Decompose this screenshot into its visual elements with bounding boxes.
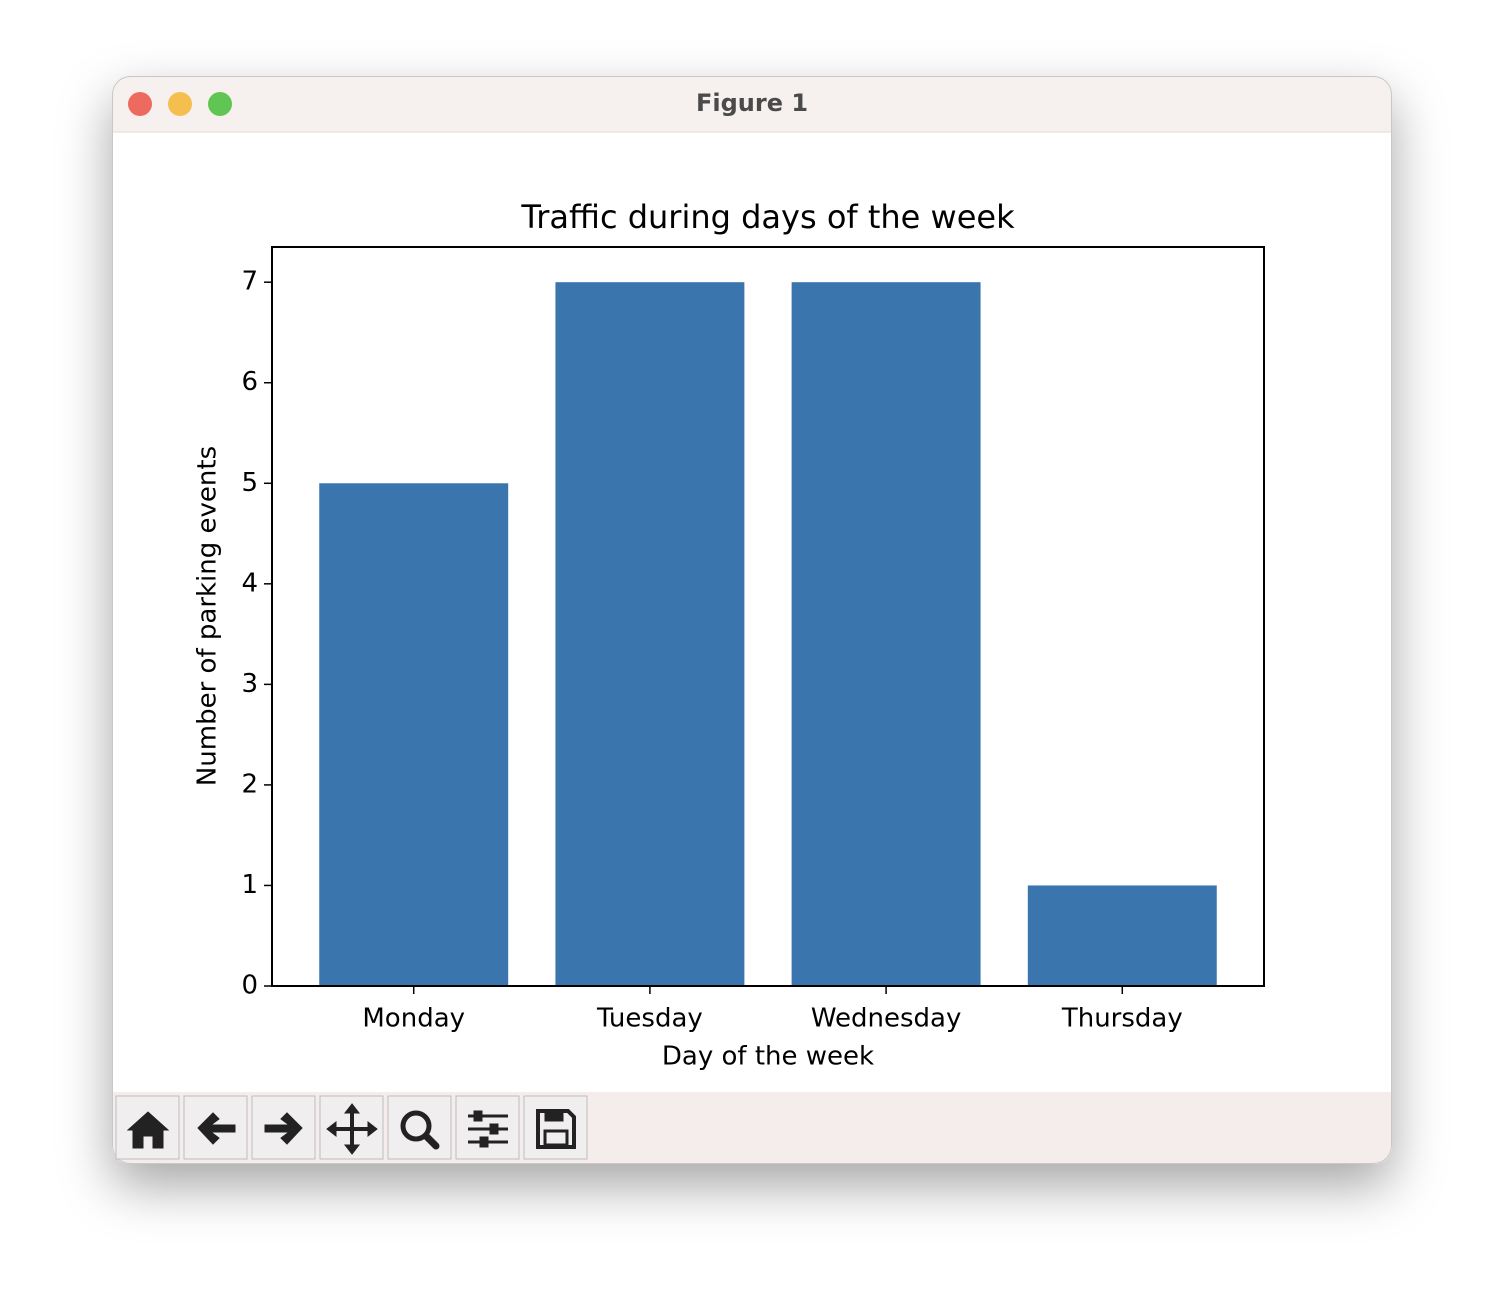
x-tick-label: Thursday	[1061, 1004, 1183, 1034]
forward-button[interactable]	[251, 1095, 316, 1160]
x-axis-label: Day of the week	[662, 1042, 874, 1072]
y-tick-label: 3	[241, 669, 258, 699]
bar	[555, 282, 745, 986]
y-tick-label: 0	[241, 971, 258, 1001]
y-axis-label: Number of parking events	[193, 446, 223, 786]
chart-title: Traffic during days of the week	[520, 198, 1015, 236]
y-tick-label: 5	[241, 468, 258, 498]
y-tick-label: 7	[241, 267, 258, 297]
x-tick-label: Tuesday	[596, 1004, 703, 1034]
y-tick-label: 6	[241, 367, 258, 397]
zoom-button[interactable]	[208, 92, 232, 116]
zoom-tool-button[interactable]	[387, 1095, 452, 1160]
window-title: Figure 1	[696, 89, 808, 117]
back-button[interactable]	[183, 1095, 248, 1160]
x-tick-label: Wednesday	[811, 1004, 962, 1034]
minimize-button[interactable]	[168, 92, 192, 116]
window-border	[112, 76, 1392, 1164]
toolbar-buttons	[115, 1095, 588, 1160]
bar	[319, 483, 509, 986]
close-button[interactable]	[128, 92, 152, 116]
y-tick-label: 2	[241, 769, 258, 799]
save-button[interactable]	[523, 1095, 588, 1160]
home-button[interactable]	[115, 1095, 180, 1160]
pan-button[interactable]	[319, 1095, 384, 1160]
configure-button[interactable]	[455, 1095, 520, 1160]
y-tick-label: 1	[241, 870, 258, 900]
y-tick-label: 4	[241, 568, 258, 598]
plot-frame	[271, 246, 1265, 987]
chart: Traffic during days of the week Day of t…	[193, 198, 1265, 1072]
window	[112, 76, 1392, 1164]
title-bar	[112, 76, 1392, 132]
x-tick-label: Monday	[362, 1004, 465, 1034]
bar	[1027, 885, 1217, 986]
bar	[791, 282, 981, 986]
